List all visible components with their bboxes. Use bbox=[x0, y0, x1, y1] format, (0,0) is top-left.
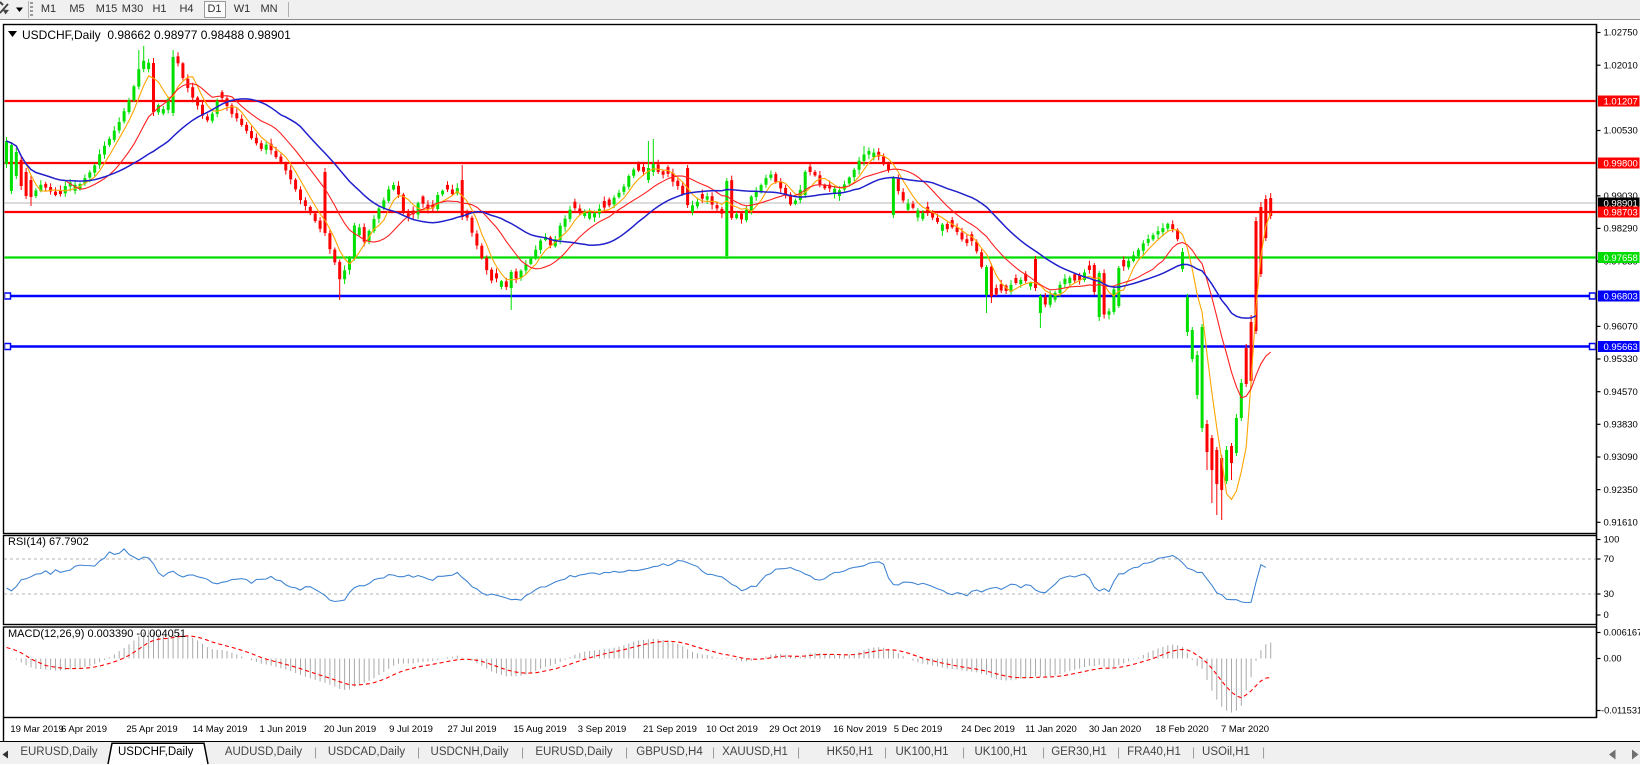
svg-text:24 Dec 2019: 24 Dec 2019 bbox=[961, 724, 1015, 735]
svg-text:9 Jul 2019: 9 Jul 2019 bbox=[389, 724, 433, 735]
svg-text:0.95663: 0.95663 bbox=[1604, 342, 1638, 353]
svg-text:0.91610: 0.91610 bbox=[1604, 518, 1638, 529]
svg-text:16 Nov 2019: 16 Nov 2019 bbox=[833, 724, 887, 735]
svg-text:0.00: 0.00 bbox=[1604, 654, 1622, 664]
svg-text:0.96803: 0.96803 bbox=[1604, 292, 1638, 303]
svg-text:15 Aug 2019: 15 Aug 2019 bbox=[513, 724, 566, 735]
svg-text:0.98703: 0.98703 bbox=[1604, 208, 1638, 219]
svg-text:0.98290: 0.98290 bbox=[1604, 224, 1638, 235]
svg-text:0.93090: 0.93090 bbox=[1604, 452, 1638, 463]
svg-text:0: 0 bbox=[1604, 610, 1609, 621]
svg-text:30 Jan 2020: 30 Jan 2020 bbox=[1089, 724, 1141, 735]
svg-text:1.02750: 1.02750 bbox=[1604, 28, 1638, 39]
svg-text:11 Jan 2020: 11 Jan 2020 bbox=[1025, 724, 1077, 735]
svg-text:14 May 2019: 14 May 2019 bbox=[193, 724, 248, 735]
svg-text:0.97658: 0.97658 bbox=[1604, 253, 1638, 264]
svg-text:0.92350: 0.92350 bbox=[1604, 485, 1638, 496]
svg-text:18 Feb 2020: 18 Feb 2020 bbox=[1155, 724, 1208, 735]
svg-text:100: 100 bbox=[1604, 535, 1620, 546]
svg-text:0.96070: 0.96070 bbox=[1604, 322, 1638, 333]
svg-text:3 Sep 2019: 3 Sep 2019 bbox=[578, 724, 627, 735]
svg-text:1.01207: 1.01207 bbox=[1604, 97, 1638, 108]
svg-text:7 Mar 2020: 7 Mar 2020 bbox=[1221, 724, 1269, 735]
svg-text:29 Oct 2019: 29 Oct 2019 bbox=[769, 724, 821, 735]
svg-text:0.99800: 0.99800 bbox=[1604, 159, 1638, 170]
svg-text:70: 70 bbox=[1604, 554, 1615, 565]
svg-text:1 Jun 2019: 1 Jun 2019 bbox=[259, 724, 306, 735]
svg-text:30: 30 bbox=[1604, 589, 1615, 600]
svg-text:19 Mar 2019: 19 Mar 2019 bbox=[10, 724, 63, 735]
svg-text:27 Jul 2019: 27 Jul 2019 bbox=[447, 724, 496, 735]
svg-text:25 Apr 2019: 25 Apr 2019 bbox=[126, 724, 177, 735]
svg-text:MACD(12,26,9) 0.003390 -0.0040: MACD(12,26,9) 0.003390 -0.004051 bbox=[8, 628, 186, 640]
svg-text:0.006167: 0.006167 bbox=[1604, 628, 1640, 638]
svg-text:USDCHF,Daily 0.98662 0.98977: USDCHF,Daily 0.98662 0.98977 0.98488 0.9… bbox=[22, 28, 291, 42]
svg-text:-0.011531: -0.011531 bbox=[1601, 706, 1640, 716]
svg-text:0.94570: 0.94570 bbox=[1604, 387, 1638, 398]
svg-text:10 Oct 2019: 10 Oct 2019 bbox=[706, 724, 758, 735]
svg-text:0.95330: 0.95330 bbox=[1604, 354, 1638, 365]
svg-text:1.00530: 1.00530 bbox=[1604, 126, 1638, 137]
svg-text:5 Dec 2019: 5 Dec 2019 bbox=[894, 724, 943, 735]
svg-text:6 Apr 2019: 6 Apr 2019 bbox=[61, 724, 107, 735]
svg-text:1.02010: 1.02010 bbox=[1604, 60, 1638, 71]
svg-text:21 Sep 2019: 21 Sep 2019 bbox=[643, 724, 697, 735]
svg-text:20 Jun 2019: 20 Jun 2019 bbox=[324, 724, 376, 735]
svg-text:RSI(14) 67.7902: RSI(14) 67.7902 bbox=[8, 536, 89, 548]
svg-text:0.93830: 0.93830 bbox=[1604, 420, 1638, 431]
